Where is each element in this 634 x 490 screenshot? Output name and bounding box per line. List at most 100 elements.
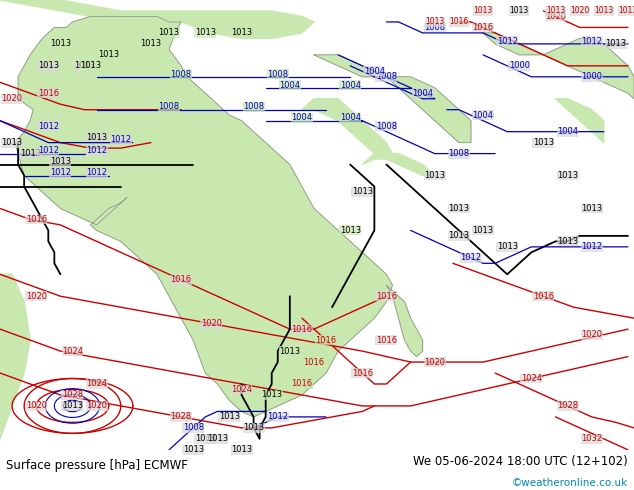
Text: 1013: 1013 <box>448 204 469 213</box>
Text: 1013: 1013 <box>219 413 240 421</box>
Text: 1000: 1000 <box>508 61 530 71</box>
Text: 1013: 1013 <box>533 138 554 147</box>
Text: 1013: 1013 <box>1 138 23 147</box>
Text: 1008: 1008 <box>183 423 204 432</box>
Text: 1008: 1008 <box>424 23 445 32</box>
Text: 1016: 1016 <box>352 368 373 377</box>
Text: 1016: 1016 <box>472 23 494 32</box>
Text: 1013: 1013 <box>98 50 119 59</box>
Text: 1004: 1004 <box>364 67 385 76</box>
Text: 1013: 1013 <box>195 28 216 37</box>
Text: 1013: 1013 <box>231 28 252 37</box>
Text: 1013: 1013 <box>496 243 518 251</box>
Text: 1013: 1013 <box>231 445 252 454</box>
Text: 1004: 1004 <box>292 114 313 122</box>
Text: 1013: 1013 <box>581 204 602 213</box>
Text: 1013: 1013 <box>618 6 634 16</box>
Polygon shape <box>483 33 634 99</box>
Text: 1008: 1008 <box>267 70 288 78</box>
Text: 1013: 1013 <box>352 188 373 196</box>
Text: 1012: 1012 <box>38 122 59 131</box>
Text: 1016: 1016 <box>304 358 325 367</box>
Text: 1004: 1004 <box>557 127 578 136</box>
Text: 1024: 1024 <box>521 374 542 383</box>
Text: 1016: 1016 <box>171 275 191 284</box>
Text: 1020: 1020 <box>1 94 23 103</box>
Polygon shape <box>0 0 314 38</box>
Polygon shape <box>0 274 30 439</box>
Text: 1013: 1013 <box>74 61 95 71</box>
Text: 1012: 1012 <box>268 413 288 421</box>
Text: 1013: 1013 <box>279 346 301 356</box>
Text: 1020: 1020 <box>570 6 589 16</box>
Text: 1024: 1024 <box>62 346 83 356</box>
Text: 1013: 1013 <box>448 231 469 241</box>
Text: 1013: 1013 <box>510 6 529 16</box>
Text: ©weatheronline.co.uk: ©weatheronline.co.uk <box>512 478 628 488</box>
Text: 1013: 1013 <box>50 157 71 166</box>
Text: 1013: 1013 <box>158 28 179 37</box>
Text: 1013: 1013 <box>62 401 83 411</box>
Text: 1004: 1004 <box>472 111 493 120</box>
Text: 1016: 1016 <box>292 379 313 389</box>
Polygon shape <box>387 285 423 357</box>
Polygon shape <box>302 99 392 159</box>
Text: 1008: 1008 <box>448 149 469 158</box>
Text: 1004: 1004 <box>412 89 433 98</box>
Text: 1013: 1013 <box>243 423 264 432</box>
Polygon shape <box>314 55 471 143</box>
Text: 1013: 1013 <box>546 6 565 16</box>
Text: 1016: 1016 <box>316 336 337 344</box>
Text: 1016: 1016 <box>533 292 554 301</box>
Text: 1013: 1013 <box>140 39 162 49</box>
Text: 1004: 1004 <box>340 114 361 122</box>
Text: Surface pressure [hPa] ECMWF: Surface pressure [hPa] ECMWF <box>6 460 188 472</box>
Text: 1016: 1016 <box>25 215 47 224</box>
Text: 1020: 1020 <box>26 292 47 301</box>
Text: 1013: 1013 <box>472 226 494 235</box>
Text: 1020: 1020 <box>201 319 222 328</box>
Text: 1004: 1004 <box>280 80 301 90</box>
Text: 1032: 1032 <box>581 434 602 443</box>
Text: 1008: 1008 <box>376 122 397 131</box>
Text: 1028: 1028 <box>557 401 578 411</box>
Polygon shape <box>15 17 392 417</box>
Text: 1004: 1004 <box>340 80 361 90</box>
Text: 1013: 1013 <box>207 434 228 443</box>
Text: 1012: 1012 <box>50 168 71 177</box>
Text: 1013: 1013 <box>340 226 361 235</box>
Text: 1008: 1008 <box>243 102 264 111</box>
Text: 1020: 1020 <box>86 401 107 411</box>
Text: 1008: 1008 <box>171 70 191 78</box>
Text: 1013: 1013 <box>605 39 626 49</box>
Text: 1024: 1024 <box>86 379 107 389</box>
Text: 1013: 1013 <box>557 237 578 246</box>
Text: 1013: 1013 <box>80 61 101 71</box>
Text: 1013: 1013 <box>557 171 578 180</box>
Text: 1013: 1013 <box>425 18 444 26</box>
Polygon shape <box>555 99 604 143</box>
Text: 1012: 1012 <box>460 253 481 262</box>
Text: 1020: 1020 <box>545 12 566 21</box>
Text: 1013: 1013 <box>86 133 107 142</box>
Text: 1020: 1020 <box>26 401 47 411</box>
Text: 1013: 1013 <box>195 434 216 443</box>
Text: 1012: 1012 <box>86 147 107 155</box>
Text: 1000: 1000 <box>581 73 602 81</box>
Text: 1012: 1012 <box>86 168 107 177</box>
Polygon shape <box>362 153 435 175</box>
Text: 1028: 1028 <box>62 391 83 399</box>
Text: 1013: 1013 <box>38 61 59 71</box>
Text: 1016: 1016 <box>38 89 59 98</box>
Text: 1012: 1012 <box>581 37 602 46</box>
Text: 1016: 1016 <box>450 18 469 26</box>
Text: 1012: 1012 <box>581 243 602 251</box>
Text: 1012: 1012 <box>496 37 518 46</box>
Text: We 05-06-2024 18:00 UTC (12+102): We 05-06-2024 18:00 UTC (12+102) <box>413 455 628 468</box>
Text: 1013: 1013 <box>474 6 493 16</box>
Text: 1013: 1013 <box>424 171 445 180</box>
Text: 1008: 1008 <box>376 73 397 81</box>
Text: 1020: 1020 <box>424 358 445 367</box>
Text: 1013: 1013 <box>20 149 41 158</box>
Text: 1012: 1012 <box>38 147 59 155</box>
